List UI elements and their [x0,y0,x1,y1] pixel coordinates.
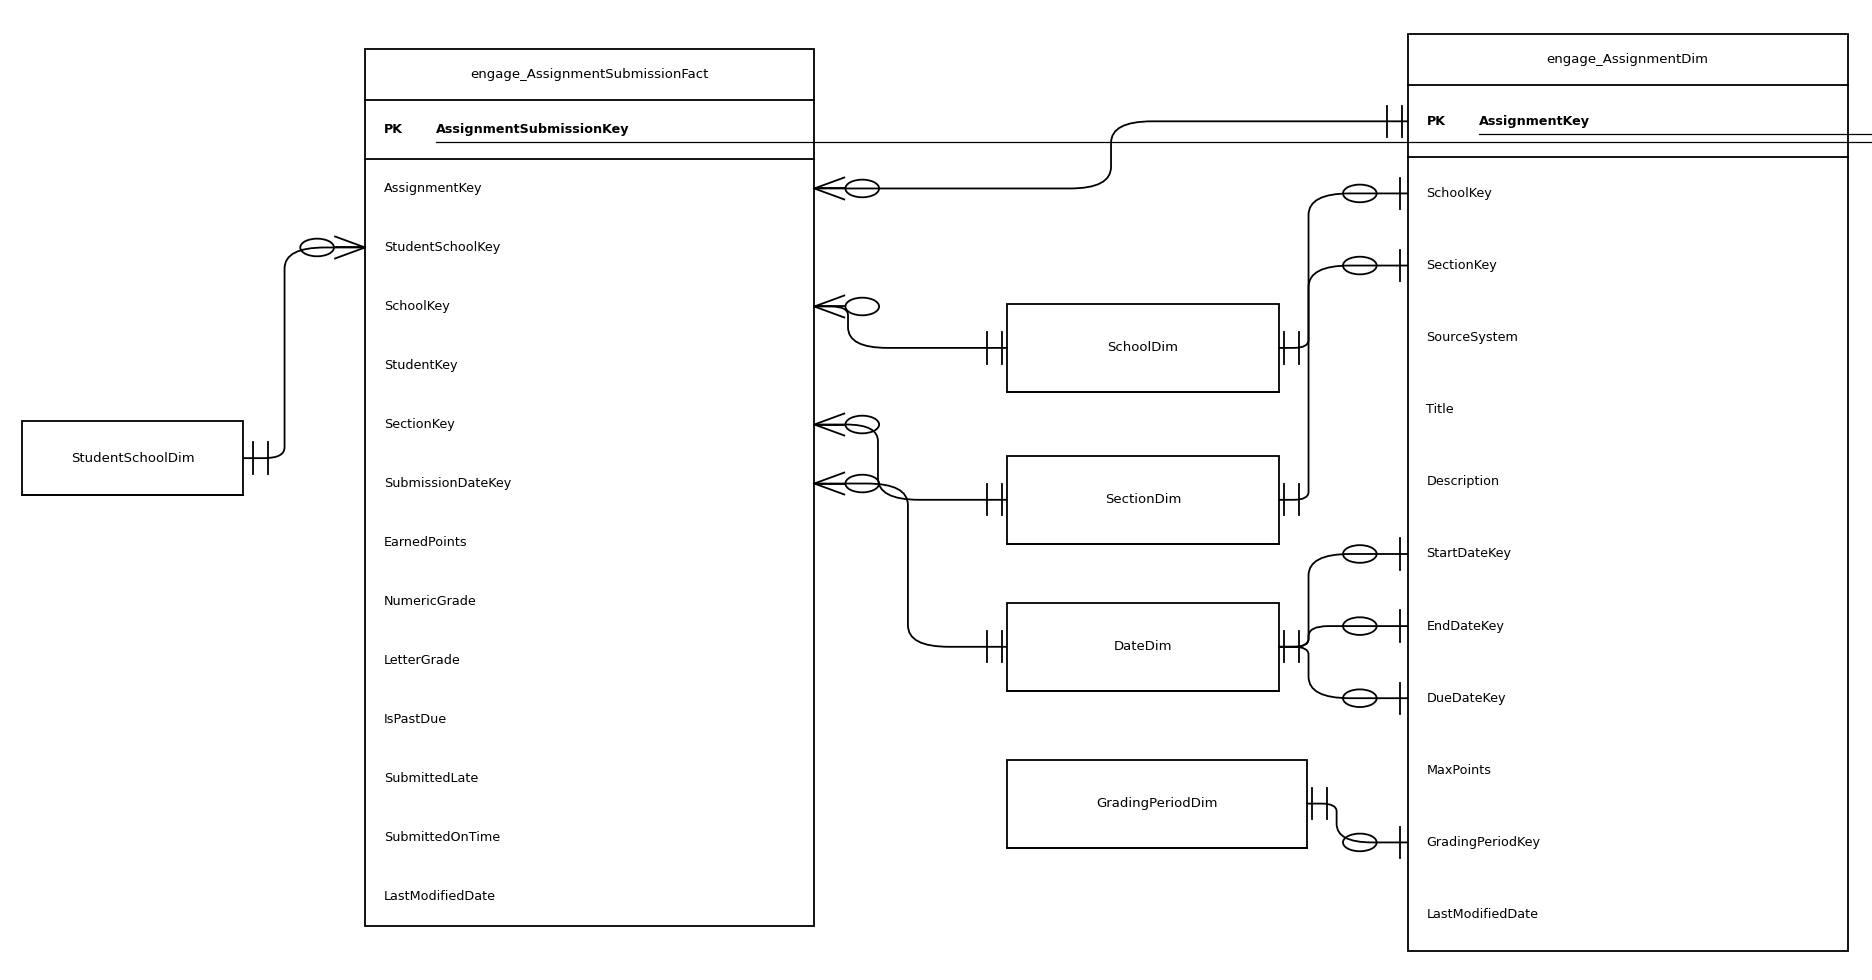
Text: MaxPoints: MaxPoints [1426,763,1492,777]
Text: AssignmentKey: AssignmentKey [384,182,483,195]
Text: Title: Title [1426,403,1455,416]
Bar [1007,760,1307,848]
Bar [1007,603,1279,691]
Text: SubmissionDateKey: SubmissionDateKey [384,477,511,490]
Text: AssignmentKey: AssignmentKey [1479,115,1589,127]
Text: NumericGrade: NumericGrade [384,595,477,608]
Text: SectionKey: SectionKey [1426,259,1498,272]
Bar [1408,34,1848,951]
Text: SubmittedLate: SubmittedLate [384,772,477,785]
Text: SchoolDim: SchoolDim [1108,341,1177,355]
Bar [22,421,243,495]
Text: PK: PK [1426,115,1445,127]
Text: AssignmentSubmissionKey: AssignmentSubmissionKey [436,122,629,136]
Bar [365,49,814,926]
Text: SectionDim: SectionDim [1104,493,1181,507]
Text: engage_AssignmentDim: engage_AssignmentDim [1546,53,1709,67]
Text: SourceSystem: SourceSystem [1426,331,1518,344]
Text: StudentSchoolDim: StudentSchoolDim [71,452,195,465]
Text: LetterGrade: LetterGrade [384,654,461,667]
Text: Description: Description [1426,475,1499,488]
Text: DueDateKey: DueDateKey [1426,692,1505,705]
Text: LastModifiedDate: LastModifiedDate [384,890,496,904]
Text: GradingPeriodDim: GradingPeriodDim [1097,797,1217,810]
Text: LastModifiedDate: LastModifiedDate [1426,908,1539,921]
Text: DateDim: DateDim [1114,640,1172,654]
Text: StudentKey: StudentKey [384,359,457,372]
Text: EarnedPoints: EarnedPoints [384,536,468,549]
Text: StudentSchoolKey: StudentSchoolKey [384,241,500,254]
Text: engage_AssignmentSubmissionFact: engage_AssignmentSubmissionFact [470,68,709,81]
Text: GradingPeriodKey: GradingPeriodKey [1426,836,1541,849]
Text: PK: PK [384,122,402,136]
Text: EndDateKey: EndDateKey [1426,619,1505,633]
Text: SchoolKey: SchoolKey [1426,187,1492,200]
Text: SchoolKey: SchoolKey [384,300,449,313]
Bar [1007,304,1279,392]
Text: StartDateKey: StartDateKey [1426,548,1511,561]
Text: SubmittedOnTime: SubmittedOnTime [384,831,500,844]
Bar [1007,456,1279,544]
Text: SectionKey: SectionKey [384,418,455,431]
Text: IsPastDue: IsPastDue [384,713,447,726]
